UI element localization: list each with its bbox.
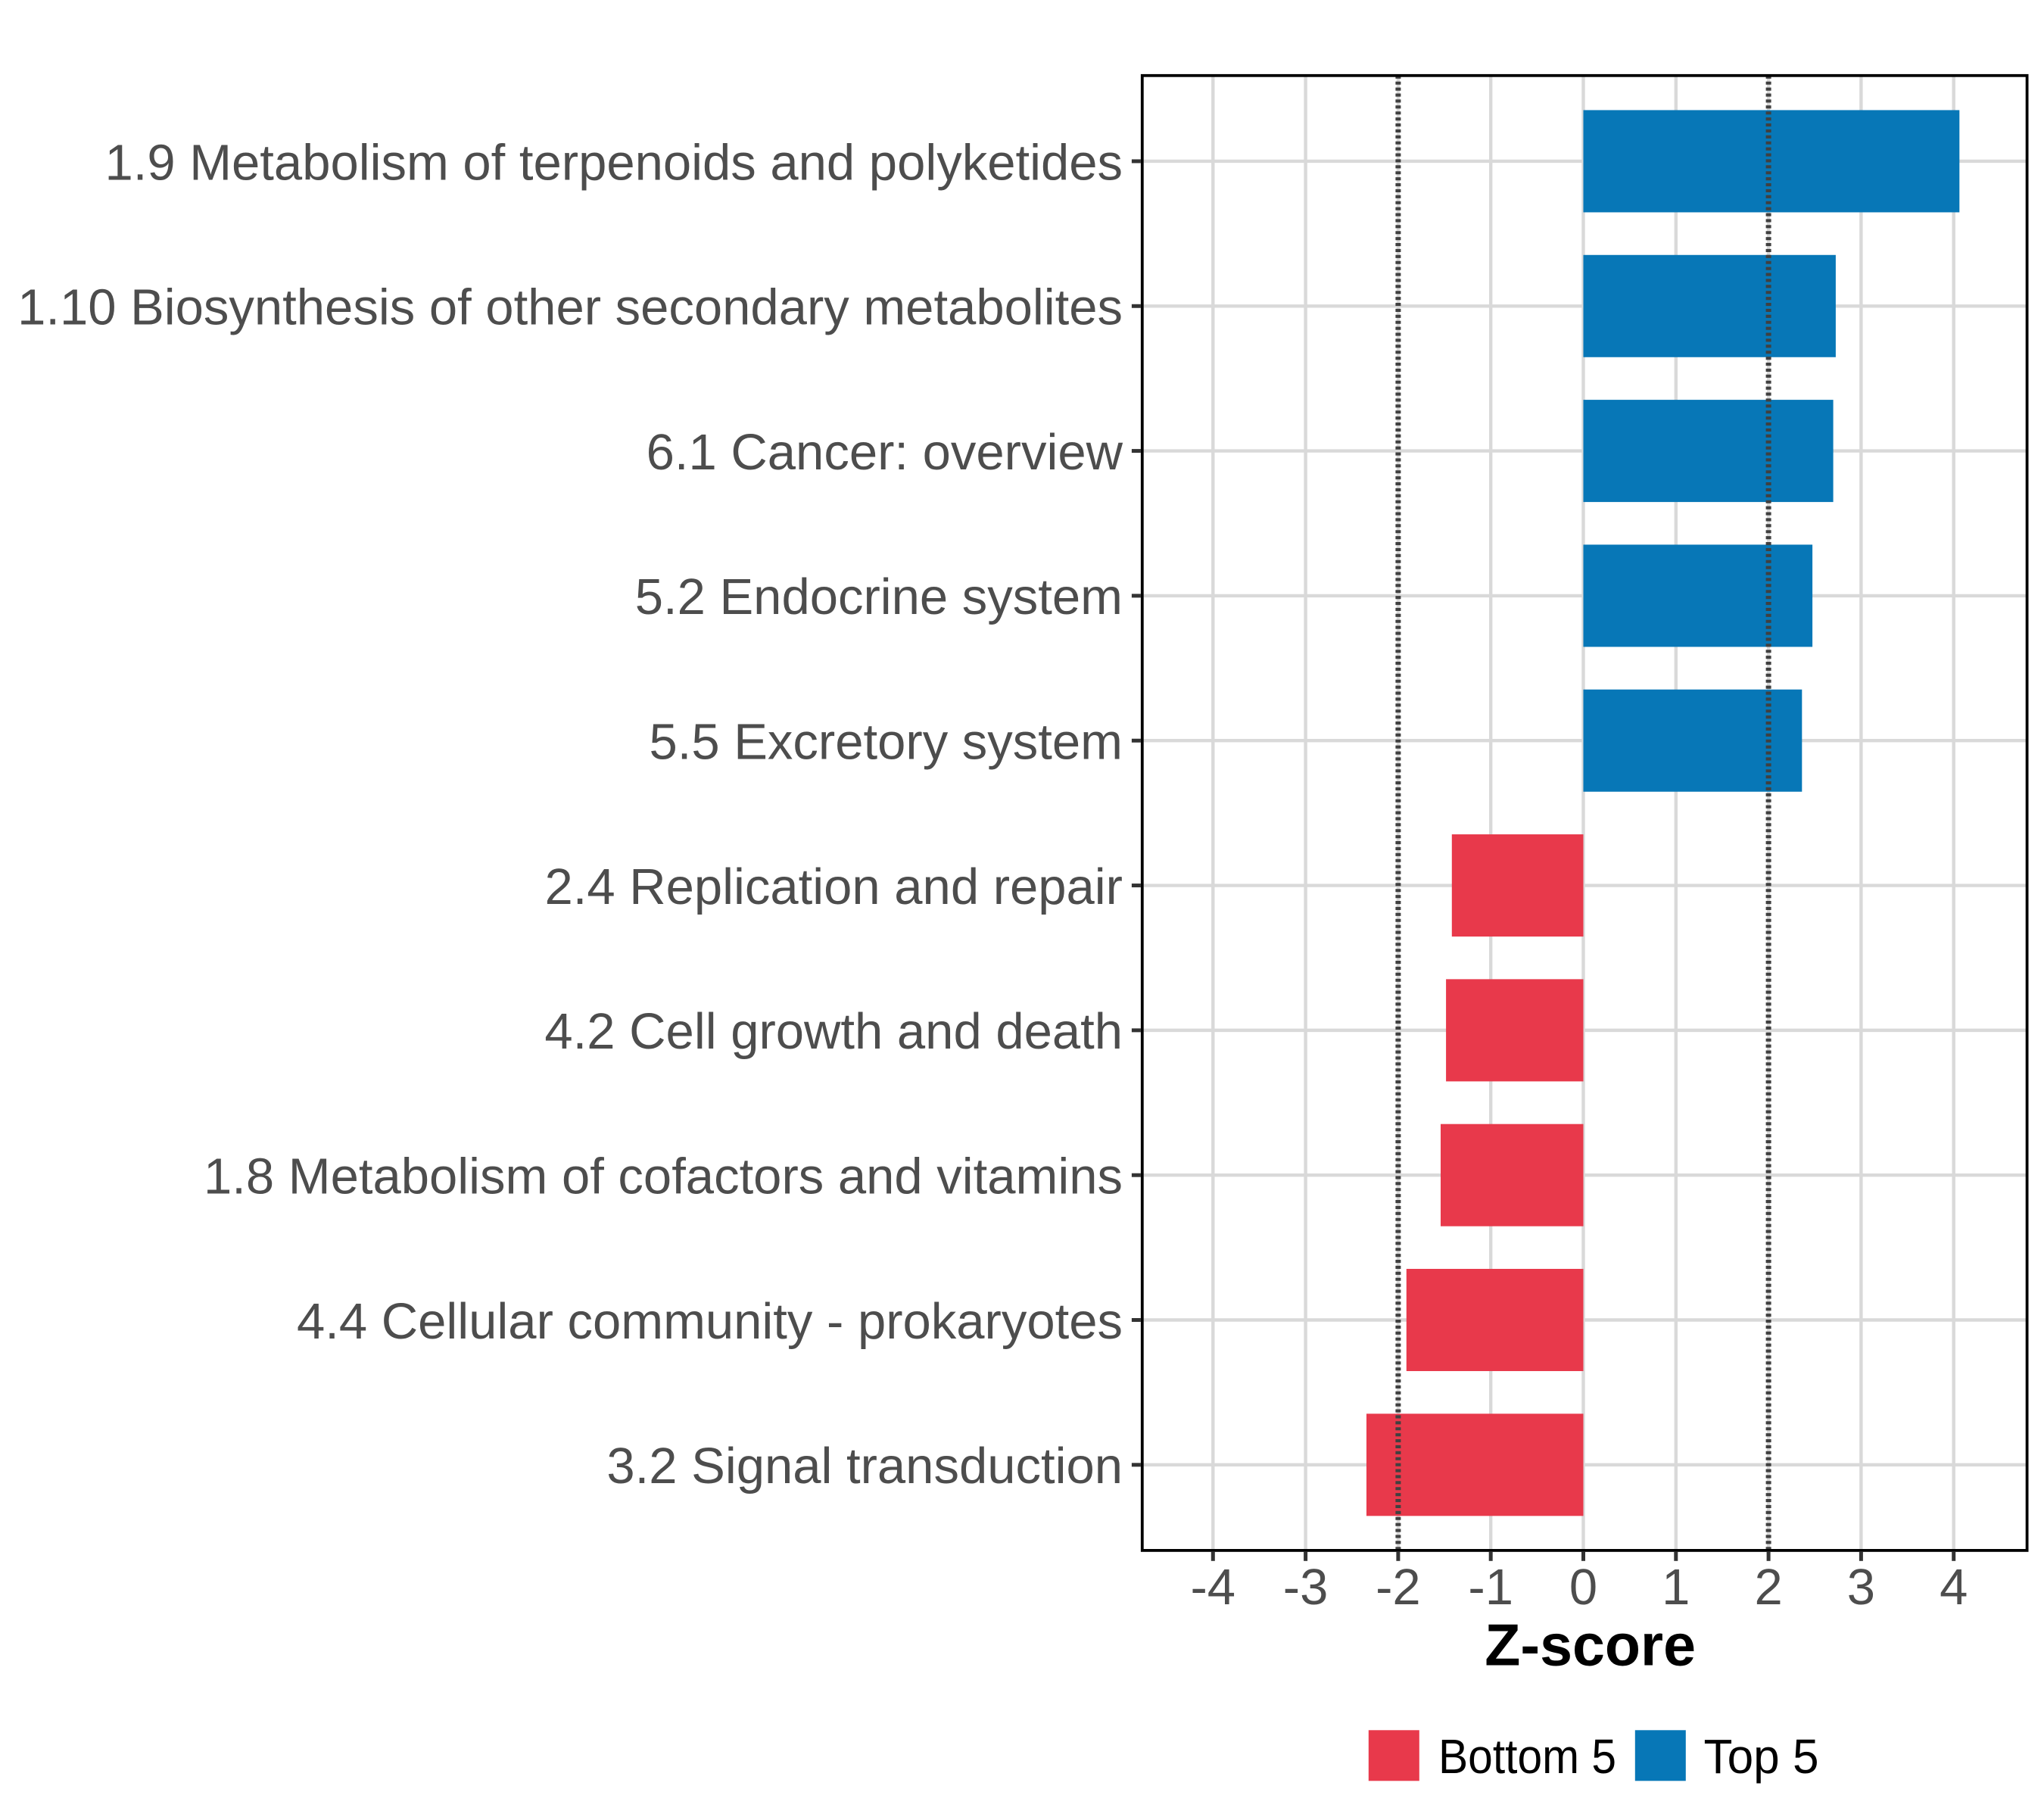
svg-text:-4: -4 bbox=[1191, 1559, 1236, 1616]
svg-text:5.2 Endocrine system: 5.2 Endocrine system bbox=[635, 569, 1123, 625]
svg-text:Top 5: Top 5 bbox=[1704, 1729, 1819, 1784]
svg-text:4.4 Cellular community - proka: 4.4 Cellular community - prokaryotes bbox=[297, 1293, 1123, 1350]
svg-text:4.2 Cell growth and death: 4.2 Cell growth and death bbox=[544, 1003, 1123, 1060]
svg-text:1: 1 bbox=[1662, 1559, 1690, 1616]
svg-text:Bottom 5: Bottom 5 bbox=[1438, 1729, 1616, 1784]
svg-text:5.5 Excretory system: 5.5 Excretory system bbox=[649, 714, 1123, 771]
svg-text:6.1 Cancer: overview: 6.1 Cancer: overview bbox=[647, 424, 1123, 481]
svg-text:1.9 Metabolism of terpenoids a: 1.9 Metabolism of terpenoids and polyket… bbox=[104, 134, 1123, 191]
svg-text:2.4 Replication and repair: 2.4 Replication and repair bbox=[544, 859, 1123, 915]
svg-text:1.10 Biosynthesis of other sec: 1.10 Biosynthesis of other secondary met… bbox=[17, 279, 1123, 336]
svg-text:3.2 Signal transduction: 3.2 Signal transduction bbox=[606, 1438, 1123, 1494]
svg-text:3: 3 bbox=[1847, 1559, 1875, 1616]
svg-text:-1: -1 bbox=[1468, 1559, 1513, 1616]
svg-text:0: 0 bbox=[1569, 1559, 1597, 1616]
svg-text:1.8 Metabolism of cofactors an: 1.8 Metabolism of cofactors and vitamins bbox=[204, 1148, 1123, 1205]
svg-text:2: 2 bbox=[1754, 1559, 1782, 1616]
svg-text:-2: -2 bbox=[1376, 1559, 1421, 1616]
svg-text:4: 4 bbox=[1940, 1559, 1968, 1616]
svg-text:-3: -3 bbox=[1283, 1559, 1329, 1616]
svg-text:Z-score: Z-score bbox=[1485, 1612, 1696, 1678]
